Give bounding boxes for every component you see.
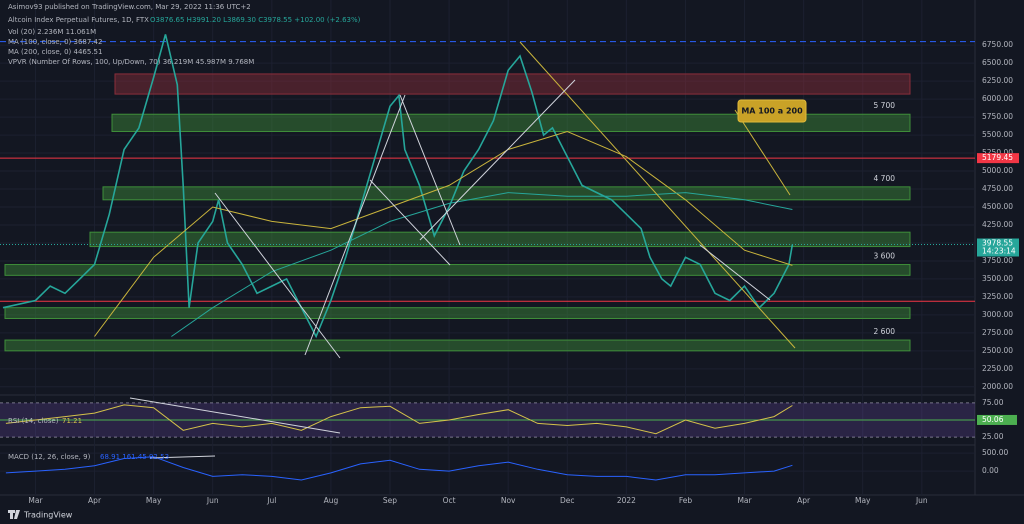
trendline xyxy=(519,41,796,349)
zone-label: 5 700 xyxy=(874,101,896,110)
zone xyxy=(111,113,911,132)
zone-label: 3 600 xyxy=(874,252,896,261)
rsi-midline-label-bg xyxy=(977,414,1017,425)
x-tick-label: Mar xyxy=(28,496,43,505)
y-tick-label: 2750.00 xyxy=(982,328,1013,337)
y-tick-label: 3250.00 xyxy=(982,292,1013,301)
y-tick-label: 3000.00 xyxy=(982,310,1013,319)
callout-text: MA 100 a 200 xyxy=(741,107,803,116)
y-tick-label: 5750.00 xyxy=(982,112,1013,121)
x-tick-label: 2022 xyxy=(617,496,636,505)
zone xyxy=(114,73,911,95)
macd-title: MACD (12, 26, close, 9) xyxy=(8,453,91,461)
trendline xyxy=(699,244,771,301)
x-tick-label: Apr xyxy=(797,496,811,505)
y-tick-label: 2000.00 xyxy=(982,382,1013,391)
price-label-bg xyxy=(977,153,1019,164)
indicator-legend: MA (200, close, 0) 4465.51 xyxy=(8,48,102,56)
series-line xyxy=(5,456,793,481)
y-tick-label: 2500.00 xyxy=(982,346,1013,355)
zone xyxy=(4,307,911,319)
indicator-legend: MA (100, close, 0) 3687.42 xyxy=(8,38,102,46)
y-tick-label: 5500.00 xyxy=(982,130,1013,139)
y-tick-label: 6250.00 xyxy=(982,76,1013,85)
ohlc: O3876.65 H3991.20 L3869.30 C3978.55 +102… xyxy=(150,16,361,24)
last-price-bg xyxy=(977,238,1019,257)
y-tick-label: 6500.00 xyxy=(982,58,1013,67)
x-tick-label: May xyxy=(855,496,871,505)
y-tick-label: 500.00 xyxy=(982,448,1008,457)
y-tick-label: 0.00 xyxy=(982,466,999,475)
trendlines xyxy=(129,41,796,459)
plot xyxy=(0,0,975,495)
footer-brand: TradingView xyxy=(23,511,73,520)
countdown: 14:23:14 xyxy=(982,247,1016,256)
rsi-value: 71.21 xyxy=(62,417,82,425)
series-line xyxy=(5,404,793,435)
price-label: 5179.45 xyxy=(982,153,1013,162)
x-tick-label: Aug xyxy=(324,496,339,505)
x-tick-label: Nov xyxy=(501,496,516,505)
callout-arrow xyxy=(734,109,791,196)
x-tick-label: Feb xyxy=(679,496,693,505)
y-tick-label: 75.00 xyxy=(982,398,1004,407)
x-tick-label: Sep xyxy=(383,496,397,505)
x-tick-label: May xyxy=(146,496,162,505)
x-tick-label: Jul xyxy=(266,496,276,505)
trendline xyxy=(214,192,341,359)
trendline xyxy=(129,397,341,434)
trendline xyxy=(369,179,451,266)
y-tick-label: 25.00 xyxy=(982,432,1004,441)
rsi-title: RSI (14, close) xyxy=(8,417,59,425)
x-tick-label: Oct xyxy=(443,496,456,505)
zone xyxy=(89,231,911,248)
last-price: 3978.55 xyxy=(982,239,1013,248)
x-tick-label: Mar xyxy=(737,496,752,505)
trendline xyxy=(149,455,216,459)
publisher: Asimov93 published on TradingView.com, M… xyxy=(8,3,251,11)
y-tick-label: 4750.00 xyxy=(982,184,1013,193)
symbol: Altcoin Index Perpetual Futures, 1D, FTX xyxy=(8,16,149,24)
macd-values: 68.91 161.45 92.53 xyxy=(100,453,169,461)
trendline xyxy=(419,79,576,241)
zone xyxy=(4,339,911,352)
logo xyxy=(8,510,20,519)
callout-box xyxy=(737,99,807,123)
zone-label: 2 600 xyxy=(874,327,896,336)
indicator-legend: VPVR (Number Of Rows, 100, Up/Down, 70) … xyxy=(8,58,254,66)
rsi-midline-label: 50.06 xyxy=(982,415,1004,424)
y-tick-label: 6000.00 xyxy=(982,94,1013,103)
zone xyxy=(4,264,911,276)
y-tick-label: 3500.00 xyxy=(982,274,1013,283)
y-tick-label: 4500.00 xyxy=(982,202,1013,211)
y-tick-label: 4250.00 xyxy=(982,220,1013,229)
series-line xyxy=(94,130,793,337)
trendline xyxy=(304,94,406,356)
series-line xyxy=(2,34,794,339)
x-tick-label: Apr xyxy=(88,496,102,505)
y-tick-label: 5250.00 xyxy=(982,148,1013,157)
indicator-legend: Vol (20) 2.236M 11.061M xyxy=(8,28,96,36)
y-tick-label: 3750.00 xyxy=(982,256,1013,265)
x-tick-label: Dec xyxy=(560,496,575,505)
y-tick-label: 6750.00 xyxy=(982,40,1013,49)
series-line xyxy=(171,192,793,337)
x-tick-label: Jun xyxy=(206,496,219,505)
x-tick-label: Jun xyxy=(915,496,928,505)
y-tick-label: 2250.00 xyxy=(982,364,1013,373)
zone-label: 4 700 xyxy=(874,174,896,183)
y-tick-label: 5000.00 xyxy=(982,166,1013,175)
trendline xyxy=(399,94,461,246)
